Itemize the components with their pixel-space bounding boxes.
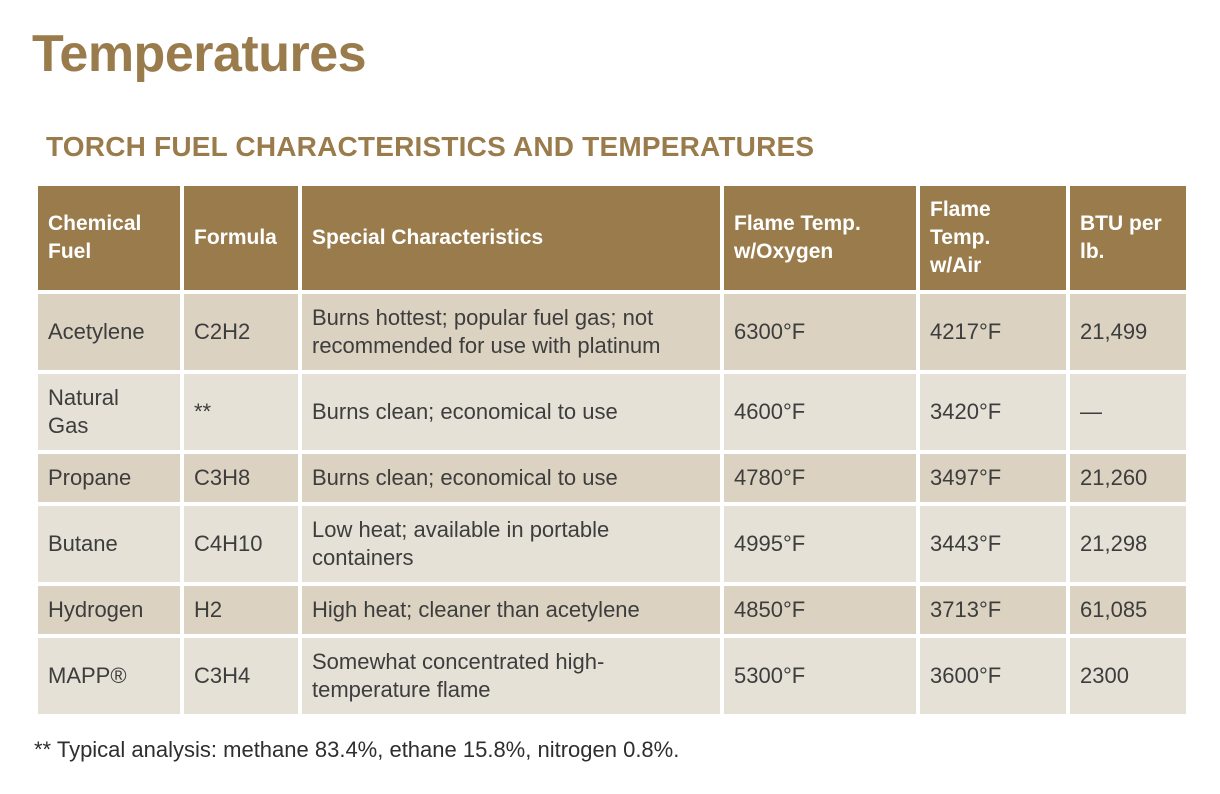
header-flame-temp-oxygen: Flame Temp. w/Oxygen bbox=[724, 186, 916, 290]
header-special-characteristics: Special Characteristics bbox=[302, 186, 720, 290]
cell-fuel: Acetylene bbox=[38, 294, 180, 370]
cell-fuel: Propane bbox=[38, 454, 180, 502]
cell-flame-temp-oxygen: 5300°F bbox=[724, 638, 916, 714]
cell-flame-temp-oxygen: 4995°F bbox=[724, 506, 916, 582]
cell-btu: 2300 bbox=[1070, 638, 1186, 714]
cell-btu: 21,499 bbox=[1070, 294, 1186, 370]
cell-flame-temp-oxygen: 6300°F bbox=[724, 294, 916, 370]
cell-fuel-text: Natural Gas bbox=[48, 385, 119, 438]
table-row: Hydrogen H2 High heat; cleaner than acet… bbox=[38, 586, 1186, 634]
cell-characteristics: Low heat; available in portable containe… bbox=[302, 506, 720, 582]
cell-flame-temp-air: 3497°F bbox=[920, 454, 1066, 502]
cell-fuel: Hydrogen bbox=[38, 586, 180, 634]
cell-formula: ** bbox=[184, 374, 298, 450]
cell-characteristics-text: Low heat; available in portable containe… bbox=[312, 517, 610, 570]
cell-flame-temp-air: 3600°F bbox=[920, 638, 1066, 714]
cell-btu: — bbox=[1070, 374, 1186, 450]
cell-characteristics: Burns hottest; popular fuel gas; not rec… bbox=[302, 294, 720, 370]
cell-formula: C3H4 bbox=[184, 638, 298, 714]
table-row: MAPP® C3H4 Somewhat concentrated high-te… bbox=[38, 638, 1186, 714]
cell-flame-temp-air: 3713°F bbox=[920, 586, 1066, 634]
header-label: BTU per lb. bbox=[1080, 212, 1162, 263]
cell-characteristics: Burns clean; economical to use bbox=[302, 374, 720, 450]
cell-fuel: Butane bbox=[38, 506, 180, 582]
table-row: Natural Gas ** Burns clean; economical t… bbox=[38, 374, 1186, 450]
cell-flame-temp-oxygen: 4850°F bbox=[724, 586, 916, 634]
table-row: Acetylene C2H2 Burns hottest; popular fu… bbox=[38, 294, 1186, 370]
cell-characteristics: High heat; cleaner than acetylene bbox=[302, 586, 720, 634]
header-label: Chemical Fuel bbox=[48, 212, 142, 263]
cell-flame-temp-oxygen: 4780°F bbox=[724, 454, 916, 502]
cell-btu: 61,085 bbox=[1070, 586, 1186, 634]
cell-formula: C2H2 bbox=[184, 294, 298, 370]
section-title: TORCH FUEL CHARACTERISTICS AND TEMPERATU… bbox=[46, 131, 815, 162]
header-label: Flame Temp. w/Air bbox=[930, 198, 991, 277]
cell-characteristics: Somewhat concentrated high-temperature f… bbox=[302, 638, 720, 714]
cell-formula: C4H10 bbox=[184, 506, 298, 582]
cell-flame-temp-air: 4217°F bbox=[920, 294, 1066, 370]
cell-characteristics: Burns clean; economical to use bbox=[302, 454, 720, 502]
header-label: Flame Temp. w/Oxygen bbox=[734, 212, 861, 263]
header-formula: Formula bbox=[184, 186, 298, 290]
cell-characteristics-text: Somewhat concentrated high-temperature f… bbox=[312, 649, 605, 702]
cell-formula: C3H8 bbox=[184, 454, 298, 502]
footnote: ** Typical analysis: methane 83.4%, etha… bbox=[34, 737, 680, 762]
table-row: Butane C4H10 Low heat; available in port… bbox=[38, 506, 1186, 582]
cell-flame-temp-air: 3443°F bbox=[920, 506, 1066, 582]
header-btu-per-lb: BTU per lb. bbox=[1070, 186, 1186, 290]
cell-flame-temp-oxygen: 4600°F bbox=[724, 374, 916, 450]
cell-fuel: MAPP® bbox=[38, 638, 180, 714]
table-header-row: Chemical Fuel Formula Special Characteri… bbox=[38, 186, 1186, 290]
table-row: Propane C3H8 Burns clean; economical to … bbox=[38, 454, 1186, 502]
cell-btu: 21,298 bbox=[1070, 506, 1186, 582]
cell-flame-temp-air: 3420°F bbox=[920, 374, 1066, 450]
torch-fuel-table: Chemical Fuel Formula Special Characteri… bbox=[34, 182, 1190, 718]
cell-btu: 21,260 bbox=[1070, 454, 1186, 502]
page-title: Temperatures bbox=[32, 25, 367, 83]
cell-fuel: Natural Gas bbox=[38, 374, 180, 450]
header-flame-temp-air: Flame Temp. w/Air bbox=[920, 186, 1066, 290]
header-chemical-fuel: Chemical Fuel bbox=[38, 186, 180, 290]
cell-formula: H2 bbox=[184, 586, 298, 634]
